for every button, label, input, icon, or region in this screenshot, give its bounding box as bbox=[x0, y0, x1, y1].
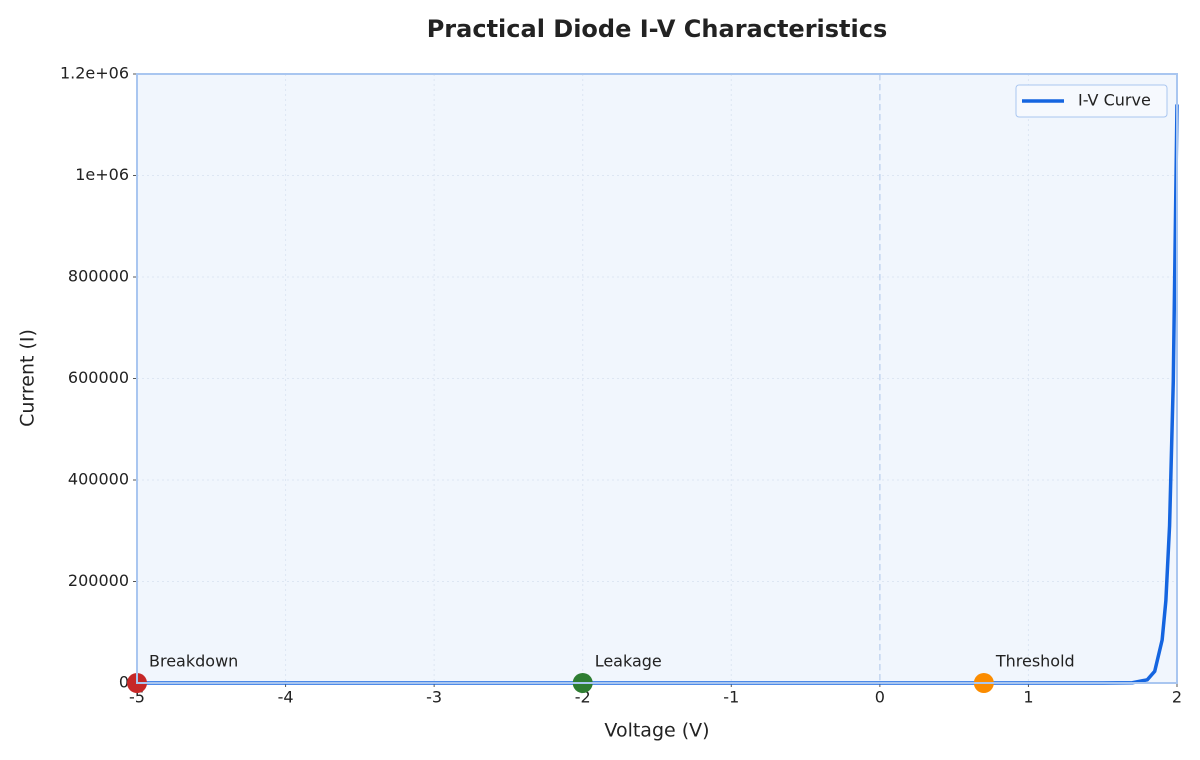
y-tick-label: 200000 bbox=[68, 571, 129, 590]
y-tick-label: 600000 bbox=[68, 368, 129, 387]
plot-border bbox=[136, 73, 1178, 684]
x-tick-label: 0 bbox=[875, 688, 885, 707]
legend-label: I-V Curve bbox=[1078, 91, 1151, 110]
y-tick-label: 0 bbox=[119, 673, 129, 692]
y-axis-label: Current (I) bbox=[17, 329, 39, 427]
x-tick-label: -2 bbox=[575, 688, 591, 707]
x-tick-label: -3 bbox=[426, 688, 442, 707]
legend-box bbox=[1015, 84, 1168, 118]
y-tick-label: 800000 bbox=[68, 267, 129, 286]
annotation: Threshold bbox=[995, 652, 1075, 671]
x-tick-label: -5 bbox=[129, 688, 145, 707]
y-tick-label: 1.2e+06 bbox=[60, 64, 129, 83]
x-axis-label: Voltage (V) bbox=[604, 720, 709, 742]
y-tick-label: 1e+06 bbox=[75, 165, 129, 184]
annotation: Breakdown bbox=[149, 652, 238, 671]
x-tick-label: -4 bbox=[278, 688, 294, 707]
x-tick-label: 1 bbox=[1023, 688, 1033, 707]
chart-title: Practical Diode I-V Characteristics bbox=[427, 15, 888, 43]
x-tick-label: 2 bbox=[1172, 688, 1182, 707]
legend: I-V Curve bbox=[1015, 84, 1168, 118]
y-tick-label: 400000 bbox=[68, 470, 129, 489]
annotation: Leakage bbox=[595, 652, 662, 671]
x-tick-label: -1 bbox=[723, 688, 739, 707]
